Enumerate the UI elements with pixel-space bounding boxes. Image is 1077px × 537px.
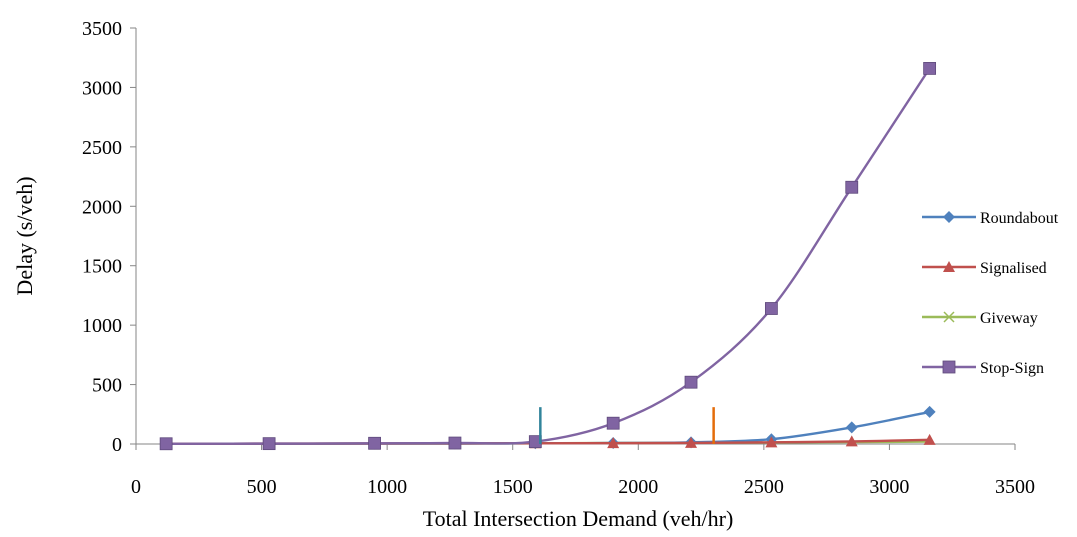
- y-tick-label: 2000: [82, 196, 122, 218]
- legend-label-giveway: Giveway: [980, 310, 1038, 327]
- x-tick-label: 500: [247, 476, 277, 498]
- data-point-signalised: [765, 436, 778, 448]
- x-tick-label: 0: [131, 476, 141, 498]
- legend-item-roundabout: Roundabout: [922, 210, 1059, 227]
- y-tick-label: 1500: [82, 256, 122, 278]
- y-tick-label: 500: [92, 375, 122, 397]
- series-stop-sign: [159, 62, 937, 451]
- legend-label-stop-sign: Stop-Sign: [980, 360, 1044, 377]
- x-axis-title: Total Intersection Demand (veh/hr): [423, 506, 734, 531]
- data-point-stop-sign: [845, 180, 859, 194]
- x-tick-label: 3000: [869, 476, 909, 498]
- x-tick-label: 1000: [367, 476, 407, 498]
- data-point-stop-sign: [448, 436, 462, 450]
- y-tick-label: 2500: [82, 137, 122, 159]
- legend-item-signalised: Signalised: [922, 260, 1047, 277]
- data-point-stop-sign: [262, 437, 276, 451]
- x-tick-label: 3500: [995, 476, 1035, 498]
- legend-marker-giveway: [943, 311, 955, 323]
- legend-marker-roundabout: [943, 211, 955, 223]
- x-tick-label: 2500: [744, 476, 784, 498]
- series-signalised: [160, 433, 936, 449]
- x-tick-label: 1500: [493, 476, 533, 498]
- data-point-stop-sign: [764, 302, 778, 315]
- data-point-signalised: [923, 433, 936, 445]
- y-axis-title: Delay (s/veh): [12, 176, 37, 295]
- x-tick-label: 2000: [618, 476, 658, 498]
- data-point-signalised: [845, 435, 858, 447]
- plot-area: [159, 62, 937, 451]
- legend-item-giveway: Giveway: [922, 310, 1038, 327]
- legend-item-stop-sign: Stop-Sign: [922, 360, 1044, 377]
- y-tick-label: 0: [112, 434, 122, 456]
- data-point-stop-sign: [159, 437, 173, 451]
- data-point-stop-sign: [684, 375, 698, 389]
- data-point-roundabout: [923, 405, 936, 418]
- axes: 0 500 1000 1500 2000 2500 3000 3500 0 500 1000 1500…: [82, 18, 1035, 498]
- data-point-stop-sign: [606, 416, 620, 430]
- y-tick-label: 3000: [82, 77, 122, 99]
- legend-label-roundabout: Roundabout: [980, 210, 1059, 227]
- legend-label-signalised: Signalised: [980, 260, 1047, 277]
- data-point-stop-sign: [368, 436, 381, 450]
- y-tick-label: 3500: [82, 18, 122, 40]
- data-point-signalised: [685, 436, 698, 448]
- series-line-stop-sign: [166, 67, 931, 445]
- legend-marker-signalised: [943, 261, 955, 272]
- y-tick-label: 1000: [82, 315, 122, 337]
- legend-marker-stop-sign: [942, 360, 956, 374]
- annotations: [539, 407, 715, 444]
- data-point-roundabout: [845, 421, 858, 434]
- legend: Roundabout Signalised Giveway Stop-Sign: [922, 210, 1059, 377]
- data-point-stop-sign: [923, 62, 937, 75]
- data-point-signalised: [607, 437, 620, 449]
